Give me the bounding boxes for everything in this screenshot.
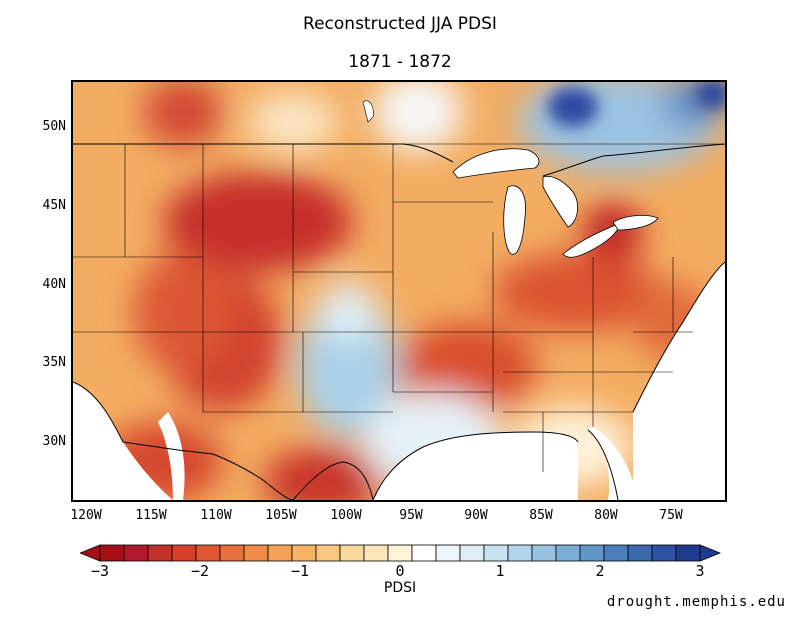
colorbar-swatch [579,544,605,562]
map-title: Reconstructed JJA PDSI [303,14,497,34]
rio-grande [292,461,374,500]
colorbar-tick-label: 3 [695,562,705,580]
us-mexico-border [122,441,294,500]
colorbar-swatch [123,544,149,562]
latitude-label: 35N [42,355,66,370]
lake-winnipeg [362,100,374,123]
colorbar-swatch [531,544,557,562]
colorbar-swatch [507,544,533,562]
colorbar-swatch [555,544,581,562]
borders [73,143,725,500]
colorbar-swatch [459,544,485,562]
colorbar-tick-label: 1 [495,562,505,580]
colorbar-tick-label: 0 [395,562,405,580]
colorbar-title: PDSI [383,580,417,596]
latitude-label: 30N [42,434,66,449]
longitude-label: 90W [464,508,488,523]
colorbar-swatch [363,544,389,562]
colorbar-swatch [435,544,461,562]
longitude-label: 110W [200,508,232,523]
longitude-label: 100W [330,508,362,523]
colorbar-swatch [195,544,221,562]
colorbar-swatch [267,544,293,562]
colorbar-swatch [243,544,269,562]
pdsi-map-canvas [73,82,725,500]
colorbar-swatch [339,544,365,562]
longitude-label: 95W [399,508,423,523]
lake-huron [542,175,578,228]
colorbar-swatch [411,544,437,562]
latitude-label: 45N [42,198,66,213]
colorbar-min-arrow [80,544,101,562]
pdsi-colorbar [80,544,722,562]
colorbar-swatch [171,544,197,562]
credit-text: drought.memphis.edu [606,594,786,610]
longitude-label: 80W [594,508,618,523]
colorbar-swatch [147,544,173,562]
longitude-label: 75W [659,508,683,523]
colorbar-tick-label: −1 [290,562,310,580]
lake-michigan [503,185,526,255]
colorbar-tick-label: −2 [190,562,210,580]
colorbar-swatch [99,544,125,562]
colorbar-swatch [291,544,317,562]
longitude-label: 115W [135,508,167,523]
gulf-of-california [158,412,185,500]
map-subtitle: 1871 - 1872 [348,52,452,72]
wet-core [695,82,725,109]
colorbar-swatch [603,544,629,562]
us-canada-border [542,143,725,177]
colorbar-max-arrow [699,544,722,562]
colorbar-swatch [627,544,653,562]
pdsi-map [71,80,727,502]
latitude-label: 50N [42,119,66,134]
atlantic-ocean [633,262,725,500]
lake-erie [562,223,619,258]
wet-core [548,87,598,127]
colorbar-tick-label: 2 [595,562,605,580]
longitude-label: 120W [70,508,102,523]
lake-ontario [612,214,659,231]
colorbar-tick-label: −3 [90,562,110,580]
colorbar-swatch [315,544,341,562]
gulf-of-mexico [373,432,578,500]
colorbar-swatch [483,544,509,562]
colorbar-swatch [651,544,677,562]
longitude-label: 105W [265,508,297,523]
longitude-label: 85W [529,508,553,523]
latitude-label: 40N [42,277,66,292]
colorbar-swatch [219,544,245,562]
pacific-ocean [73,382,173,500]
colorbar-swatch [675,544,701,562]
colorbar-swatch [387,544,413,562]
lake-superior [452,148,540,179]
